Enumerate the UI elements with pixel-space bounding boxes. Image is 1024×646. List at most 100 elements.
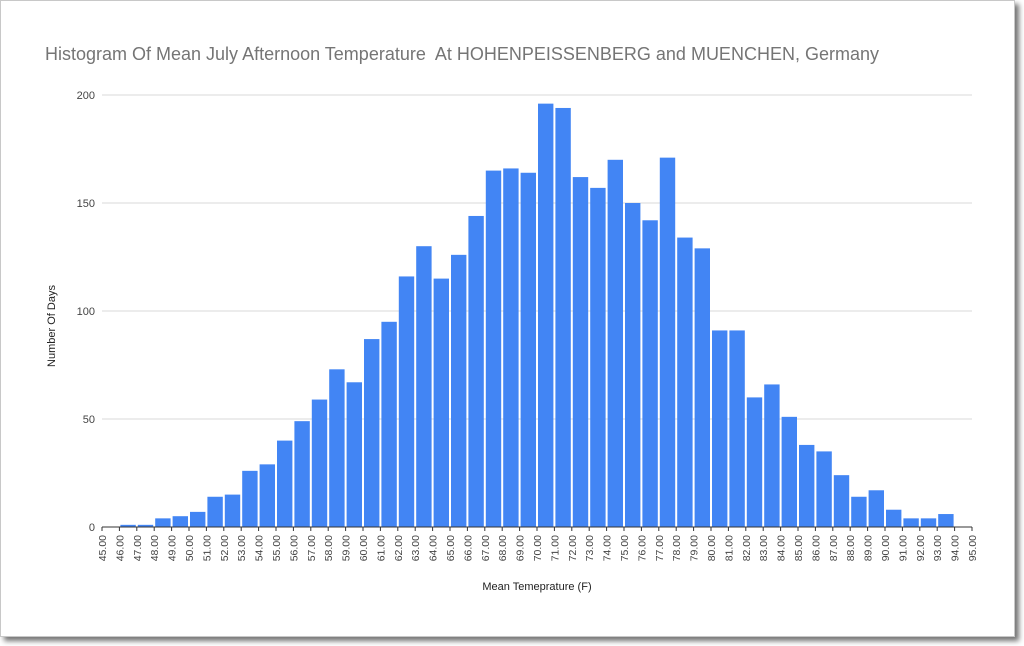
x-tick-label: 77.00	[654, 535, 666, 561]
histogram-bar	[433, 278, 449, 527]
histogram-bar	[207, 496, 223, 527]
x-tick-label: 48.00	[149, 535, 161, 561]
x-tick-label: 95.00	[967, 535, 979, 561]
x-tick-label: 91.00	[897, 535, 909, 561]
x-tick-label: 71.00	[549, 535, 561, 561]
x-tick-label: 80.00	[706, 535, 718, 561]
x-tick-label: 62.00	[393, 535, 405, 561]
histogram-bar	[155, 518, 171, 527]
histogram-bar	[137, 524, 154, 527]
x-tick-label: 56.00	[288, 535, 300, 561]
y-tick-label: 150	[77, 198, 95, 210]
x-tick-label: 64.00	[428, 535, 440, 561]
x-tick-label: 86.00	[810, 535, 822, 561]
x-tick-label: 61.00	[375, 535, 387, 561]
x-tick-label: 70.00	[532, 535, 544, 561]
histogram-bar	[398, 276, 415, 527]
histogram-bar	[120, 524, 136, 527]
histogram-bar	[694, 248, 710, 528]
x-tick-label: 57.00	[306, 535, 318, 561]
histogram-bar	[520, 172, 536, 527]
histogram-bar	[746, 397, 763, 527]
histogram-bar	[886, 509, 902, 527]
x-tick-label: 81.00	[723, 535, 735, 561]
x-tick-label: 79.00	[689, 535, 701, 561]
histogram-bar	[938, 514, 954, 527]
y-tick-label: 100	[77, 306, 95, 318]
histogram-bar	[311, 399, 328, 527]
x-tick-label: 88.00	[845, 535, 857, 561]
histogram-bar	[364, 339, 380, 527]
chart-frame: Histogram Of Mean July Afternoon Tempera…	[0, 0, 1015, 637]
x-tick-label: 66.00	[462, 535, 474, 561]
histogram-bar	[555, 107, 571, 528]
x-tick-label: 73.00	[584, 535, 596, 561]
y-tick-label: 50	[83, 414, 95, 426]
histogram-bar	[381, 321, 397, 527]
histogram-bar	[190, 511, 206, 527]
histogram-bar	[329, 369, 345, 527]
x-tick-label: 85.00	[793, 535, 805, 561]
histogram-bar	[677, 237, 693, 527]
x-tick-label: 93.00	[932, 535, 944, 561]
histogram-bar	[468, 215, 484, 527]
x-tick-label: 83.00	[758, 535, 770, 561]
histogram-bar	[816, 451, 832, 527]
x-tick-label: 50.00	[184, 535, 196, 561]
histogram-bar	[172, 516, 188, 527]
x-tick-label: 53.00	[236, 535, 248, 561]
x-tick-label: 54.00	[254, 535, 266, 561]
x-axis-title: Mean Temeprature (F)	[482, 581, 591, 593]
histogram-bar	[590, 187, 606, 527]
x-tick-label: 94.00	[950, 535, 962, 561]
bars	[120, 103, 954, 528]
y-tick-label: 0	[89, 522, 95, 534]
x-axis-ticks: 45.00 46.00 47.00 48.00 49.00 50.00 51.00 52.00…	[97, 527, 979, 561]
x-tick-label: 65.00	[445, 535, 457, 561]
x-tick-label: 68.00	[497, 535, 509, 561]
histogram-bar	[259, 464, 275, 527]
histogram-bar	[485, 170, 502, 527]
histogram-bar	[538, 103, 554, 527]
y-axis-title: Number Of Days	[46, 285, 58, 367]
histogram-bar	[294, 421, 310, 527]
x-tick-label: 82.00	[741, 535, 753, 561]
x-tick-label: 78.00	[671, 535, 683, 561]
chart-title: Histogram Of Mean July Afternoon Tempera…	[45, 44, 879, 64]
histogram-bar	[799, 444, 815, 527]
histogram-bar	[503, 168, 519, 527]
histogram-bar	[242, 470, 258, 527]
y-axis-ticks: 0 50 100 150 200	[77, 90, 95, 534]
histogram-bar	[920, 518, 937, 527]
y-tick-label: 200	[77, 90, 95, 102]
x-tick-label: 45.00	[97, 535, 109, 561]
x-tick-label: 51.00	[201, 535, 213, 561]
x-tick-label: 74.00	[602, 535, 614, 561]
histogram-bar	[764, 384, 780, 527]
histogram-bar	[451, 254, 467, 527]
histogram-plot: 0 50 100 150 200 45.00 46.00 47.00 48.00 49.00 50…	[46, 90, 979, 593]
histogram-bar	[851, 496, 867, 527]
x-tick-label: 60.00	[358, 535, 370, 561]
histogram-bar	[781, 416, 797, 527]
histogram-bar	[416, 246, 432, 527]
histogram-bar	[903, 518, 919, 527]
x-tick-label: 92.00	[915, 535, 927, 561]
x-tick-label: 58.00	[323, 535, 335, 561]
x-tick-label: 47.00	[132, 535, 144, 561]
histogram-bar	[607, 159, 623, 528]
histogram-bar	[277, 440, 293, 527]
histogram-bar	[833, 475, 850, 527]
x-tick-label: 46.00	[114, 535, 126, 561]
x-tick-label: 76.00	[636, 535, 648, 561]
histogram-bar	[712, 330, 728, 527]
histogram-bar	[729, 330, 745, 527]
x-tick-label: 75.00	[619, 535, 631, 561]
histogram-bar	[346, 382, 362, 527]
histogram-bar	[659, 157, 676, 527]
x-tick-label: 87.00	[828, 535, 840, 561]
histogram-bar	[625, 203, 641, 527]
x-tick-label: 90.00	[880, 535, 892, 561]
x-tick-label: 52.00	[219, 535, 231, 561]
histogram-bar	[572, 177, 589, 527]
